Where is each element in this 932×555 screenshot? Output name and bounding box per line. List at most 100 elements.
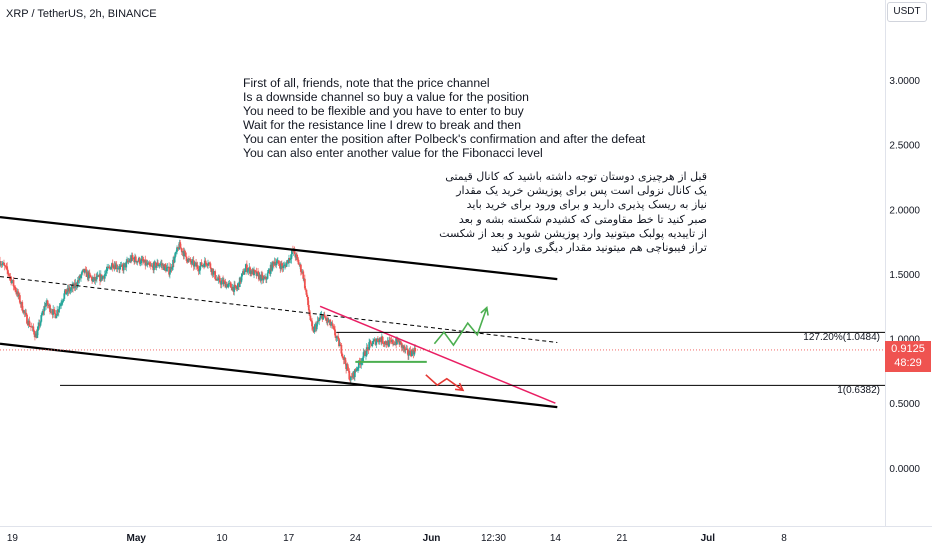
candle-body [241, 273, 244, 277]
candle-body [57, 309, 60, 312]
candle-body [200, 262, 203, 267]
candle-body [313, 326, 316, 333]
candle-body [39, 321, 42, 326]
candle-body [101, 276, 104, 280]
candle-body [149, 264, 151, 266]
candle-body [234, 285, 237, 289]
candle-body [208, 262, 211, 264]
candle-body [376, 339, 379, 342]
candle-body [89, 274, 92, 277]
candle-body [11, 281, 13, 283]
x-tick-label: 19 [7, 533, 19, 544]
candle-body [140, 259, 143, 264]
y-tick-label: 3.0000 [889, 76, 920, 87]
channel-lower-line [0, 342, 558, 409]
current-price: 0.9125 [891, 342, 925, 355]
candle-body [296, 254, 298, 257]
x-tick-label: 24 [350, 533, 362, 544]
candle-body [271, 261, 274, 271]
candle-body [168, 266, 170, 275]
candle-body [240, 276, 243, 282]
candle-body [272, 261, 274, 263]
channel-mid-line [0, 276, 558, 343]
candle-body [361, 357, 364, 362]
candle-body [332, 326, 335, 328]
candle-body [309, 315, 312, 321]
candle-body [9, 276, 12, 278]
candle-body [53, 309, 55, 311]
candle-body [111, 263, 114, 268]
candle-body [88, 272, 91, 275]
candle-body [399, 341, 402, 345]
candle-body [379, 338, 382, 340]
candle-body [126, 260, 129, 262]
candle-body [265, 276, 267, 280]
candle-body [293, 248, 296, 255]
projection-arrows [425, 306, 489, 392]
y-tick-label: 2.5000 [889, 141, 920, 152]
candle-body [234, 284, 236, 286]
candle-body [119, 265, 122, 267]
candle-body [33, 330, 36, 335]
candle-body [46, 300, 49, 306]
candle-body [1, 263, 4, 265]
candle-body [106, 267, 109, 271]
price-axis[interactable]: 3.50003.00002.50002.00001.50001.00000.50… [889, 12, 920, 475]
candle-body [62, 298, 65, 302]
candle-body [318, 319, 321, 322]
candle-body [296, 256, 299, 260]
x-tick-label: May [127, 533, 147, 544]
candle-body [157, 265, 160, 267]
candle-body [61, 301, 64, 303]
candle-body [267, 272, 270, 274]
candle-body [310, 320, 313, 321]
candle-body [138, 257, 141, 264]
candle-body [338, 338, 340, 347]
candle-body [115, 264, 118, 269]
candle-body [353, 369, 356, 378]
candle-body [112, 267, 115, 269]
currency-button[interactable]: USDT [887, 2, 927, 22]
candle-body [199, 265, 201, 271]
candle-body [50, 311, 53, 313]
candle-body [61, 302, 63, 304]
candle-body [411, 350, 413, 357]
candle-body [17, 291, 20, 297]
candle-body [369, 341, 372, 344]
candle-body [14, 290, 17, 292]
candle-body [209, 263, 212, 269]
fib-upper-label: 127.20%(1.0484) [803, 332, 880, 343]
candle-body [198, 270, 201, 272]
candle-body [90, 276, 93, 278]
candle-body [246, 270, 249, 272]
candle-body [174, 252, 177, 257]
candle-body [362, 352, 365, 358]
time-axis[interactable]: 19 May 10 17 24 Jun 12:30 14 21 Jul 8 [7, 533, 787, 544]
candle-body [222, 281, 225, 285]
candle-body [168, 272, 171, 275]
fib-lower-label: 1(0.6382) [837, 385, 880, 396]
candle-body [333, 327, 336, 330]
candle-body [400, 341, 402, 343]
candle-body [30, 326, 32, 328]
candle-body [253, 269, 256, 272]
candle-body [23, 310, 26, 313]
candle-body [91, 278, 94, 282]
candle-body [354, 369, 357, 371]
candle-body [26, 314, 28, 324]
candle-body [36, 330, 39, 338]
candle-body [349, 376, 352, 381]
candle-body [260, 274, 263, 281]
candle-body [303, 278, 306, 289]
candle-body [64, 289, 67, 295]
candle-body [144, 259, 147, 266]
candle-body [400, 342, 403, 348]
candle-body [372, 341, 375, 345]
candle-body [381, 336, 384, 344]
candle-body [329, 319, 332, 326]
candle-body [289, 259, 292, 260]
candle-body [334, 329, 336, 336]
candle-body [265, 278, 268, 280]
